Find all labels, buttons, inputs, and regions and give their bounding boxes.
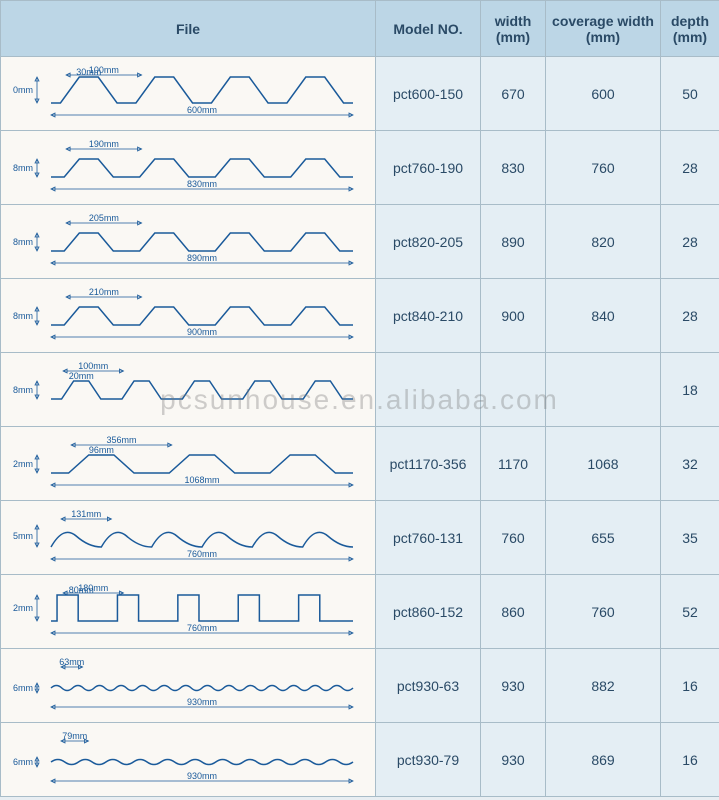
svg-text:190mm: 190mm	[89, 139, 119, 149]
svg-text:52mm: 52mm	[13, 603, 33, 613]
cell-depth: 16	[661, 649, 719, 723]
svg-text:80mm: 80mm	[69, 585, 94, 595]
table-row: 930mm 63mm 16mm pct930-63 930 882 16	[1, 649, 719, 723]
svg-text:760mm: 760mm	[187, 623, 217, 633]
svg-text:30mm: 30mm	[76, 67, 101, 77]
cell-model: pct600-150	[376, 57, 481, 131]
cell-width	[481, 353, 546, 427]
profile-diagram: 100mm 18mm 20mm	[1, 353, 376, 427]
cell-width: 760	[481, 501, 546, 575]
cell-depth: 28	[661, 131, 719, 205]
cell-coverage: 760	[546, 131, 661, 205]
cell-model: pct840-210	[376, 279, 481, 353]
cell-model: pct930-79	[376, 723, 481, 797]
cell-width: 890	[481, 205, 546, 279]
cell-coverage: 655	[546, 501, 661, 575]
cell-width: 830	[481, 131, 546, 205]
cell-coverage: 869	[546, 723, 661, 797]
table-row: 100mm 18mm 20mm 18	[1, 353, 719, 427]
svg-text:900mm: 900mm	[187, 327, 217, 337]
cell-depth: 16	[661, 723, 719, 797]
svg-text:32mm: 32mm	[13, 459, 33, 469]
cell-coverage: 840	[546, 279, 661, 353]
svg-text:930mm: 930mm	[187, 697, 217, 707]
table-row: 760mm 131mm 35mm pct760-131 760 655 35	[1, 501, 719, 575]
cell-width: 670	[481, 57, 546, 131]
cell-model	[376, 353, 481, 427]
cell-depth: 18	[661, 353, 719, 427]
svg-text:18mm: 18mm	[13, 385, 33, 395]
cell-depth: 28	[661, 205, 719, 279]
cell-model: pct860-152	[376, 575, 481, 649]
table-row: 930mm 79mm 16mm pct930-79 930 869 16	[1, 723, 719, 797]
cell-coverage: 600	[546, 57, 661, 131]
svg-text:100mm: 100mm	[78, 361, 108, 371]
svg-text:600mm: 600mm	[187, 105, 217, 115]
cell-model: pct760-131	[376, 501, 481, 575]
cell-coverage: 1068	[546, 427, 661, 501]
svg-text:356mm: 356mm	[106, 435, 136, 445]
table-row: 900mm 210mm 28mm pct840-210 900 840 28	[1, 279, 719, 353]
cell-depth: 50	[661, 57, 719, 131]
svg-text:930mm: 930mm	[187, 771, 217, 781]
cell-depth: 32	[661, 427, 719, 501]
profile-diagram: 830mm 190mm 28mm	[1, 131, 376, 205]
svg-text:16mm: 16mm	[13, 683, 33, 693]
svg-text:96mm: 96mm	[89, 445, 114, 455]
profile-diagram: 890mm 205mm 28mm	[1, 205, 376, 279]
cell-depth: 35	[661, 501, 719, 575]
header-row: File Model NO. width (mm) coverage width…	[1, 1, 719, 57]
cell-coverage: 820	[546, 205, 661, 279]
cell-model: pct820-205	[376, 205, 481, 279]
cell-width: 930	[481, 723, 546, 797]
table-row: 760mm 180mm 52mm80mm pct860-152 860 760 …	[1, 575, 719, 649]
header-coverage: coverage width (mm)	[546, 1, 661, 57]
svg-text:28mm: 28mm	[13, 311, 33, 321]
cell-depth: 52	[661, 575, 719, 649]
cell-width: 860	[481, 575, 546, 649]
table-row: 890mm 205mm 28mm pct820-205 890 820 28	[1, 205, 719, 279]
table-row: 600mm 100mm 50mm30mm pct600-150 670 600 …	[1, 57, 719, 131]
svg-text:79mm: 79mm	[62, 731, 87, 741]
cell-model: pct1170-356	[376, 427, 481, 501]
svg-text:890mm: 890mm	[187, 253, 217, 263]
cell-model: pct930-63	[376, 649, 481, 723]
profile-diagram: 600mm 100mm 50mm30mm	[1, 57, 376, 131]
cell-width: 930	[481, 649, 546, 723]
header-width: width (mm)	[481, 1, 546, 57]
svg-text:28mm: 28mm	[13, 163, 33, 173]
header-model: Model NO.	[376, 1, 481, 57]
svg-text:50mm: 50mm	[13, 85, 33, 95]
svg-text:35mm: 35mm	[13, 531, 33, 541]
cell-width: 1170	[481, 427, 546, 501]
svg-text:63mm: 63mm	[59, 657, 84, 667]
profile-diagram: 930mm 63mm 16mm	[1, 649, 376, 723]
profile-diagram: 760mm 180mm 52mm80mm	[1, 575, 376, 649]
svg-text:205mm: 205mm	[89, 213, 119, 223]
cell-model: pct760-190	[376, 131, 481, 205]
svg-text:1068mm: 1068mm	[184, 475, 219, 485]
cell-coverage: 882	[546, 649, 661, 723]
cell-coverage: 760	[546, 575, 661, 649]
svg-text:760mm: 760mm	[187, 549, 217, 559]
table-row: 1068mm 356mm 32mm 96mm pct1170-356 1170 1…	[1, 427, 719, 501]
table-row: 830mm 190mm 28mm pct760-190 830 760 28	[1, 131, 719, 205]
cell-depth: 28	[661, 279, 719, 353]
profile-diagram: 930mm 79mm 16mm	[1, 723, 376, 797]
svg-text:210mm: 210mm	[89, 287, 119, 297]
profile-spec-table: File Model NO. width (mm) coverage width…	[0, 0, 719, 797]
cell-coverage	[546, 353, 661, 427]
header-file: File	[1, 1, 376, 57]
profile-diagram: 1068mm 356mm 32mm 96mm	[1, 427, 376, 501]
svg-text:28mm: 28mm	[13, 237, 33, 247]
svg-text:20mm: 20mm	[69, 371, 94, 381]
svg-text:830mm: 830mm	[187, 179, 217, 189]
profile-diagram: 900mm 210mm 28mm	[1, 279, 376, 353]
svg-text:131mm: 131mm	[71, 509, 101, 519]
svg-text:16mm: 16mm	[13, 757, 33, 767]
profile-diagram: 760mm 131mm 35mm	[1, 501, 376, 575]
cell-width: 900	[481, 279, 546, 353]
header-depth: depth (mm)	[661, 1, 719, 57]
